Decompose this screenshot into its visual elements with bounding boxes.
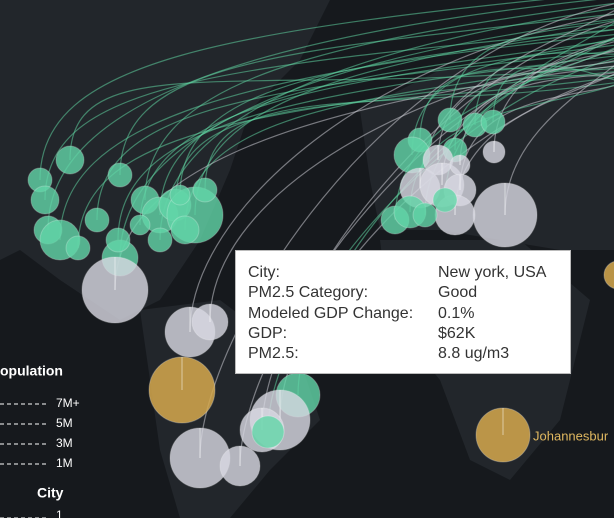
city-bubble [251, 415, 285, 449]
tooltip-row: Modeled GDP Change: 0.1% [248, 304, 558, 324]
tooltip-row: City: New york, USA [248, 263, 558, 283]
tooltip-label: City: [248, 264, 280, 281]
tooltip-value: 0.1% [438, 304, 475, 322]
tooltip-label: PM2.5: [248, 345, 299, 363]
legend-city-title: City [37, 485, 64, 501]
city-bubble [437, 107, 463, 133]
city-bubble [129, 214, 151, 236]
legend-cities: 1 [0, 508, 63, 518]
flow-arc [492, 65, 614, 123]
flow-arc [159, 39, 614, 216]
flow-arc [459, 84, 614, 191]
flow-arcs [39, 0, 614, 467]
city-bubble [432, 187, 458, 213]
tooltip-label: PM2.5 Category: [248, 284, 369, 302]
tooltip: City: New york, USA PM2.5 Category: Good Mod… [235, 250, 571, 374]
city-bubble [170, 215, 200, 245]
city-bubble [55, 145, 85, 175]
flow-arc [204, 82, 614, 191]
tooltip-row: PM2.5 Category: Good [248, 283, 558, 303]
flow-arc [179, 29, 614, 196]
city-bubble [105, 227, 131, 253]
legend-size-label: 5M [56, 416, 73, 430]
tooltip-label: Modeled GDP Change: [248, 304, 414, 322]
flow-arc [117, 55, 614, 241]
city-bubble [192, 177, 218, 203]
city-bubble [30, 185, 60, 215]
legend-size-label: 1M [56, 456, 73, 470]
tooltip-value: 8.8 ug/m3 [438, 345, 510, 363]
flow-arc [144, 2, 614, 201]
flow-arc [119, 13, 614, 176]
legend-title: opulation [0, 363, 63, 379]
city-bubble [169, 184, 191, 206]
flow-arc [209, 50, 614, 323]
tooltip-row: PM2.5: 8.8 ug/m3 [248, 344, 558, 364]
flow-arc [96, 50, 614, 221]
city-bubble [412, 202, 438, 228]
city-bubble [603, 261, 614, 289]
flow-arc [39, 0, 545, 181]
city-bubble [480, 109, 506, 135]
tooltip-value: Good [438, 284, 478, 302]
legend: opulation 7M+ 5M 3M 1M City 1 [0, 363, 80, 518]
tooltip-row: GDP: $62K [248, 324, 558, 344]
flow-arc [411, 37, 614, 156]
flow-arc [119, 18, 614, 259]
legend-size-label: 7M+ [56, 396, 80, 410]
legend-size-label: 3M [56, 436, 73, 450]
city-bubble [84, 207, 110, 233]
city-bubble [107, 162, 133, 188]
legend-city-label: 1 [56, 508, 63, 518]
legend-sizes: 7M+ 5M 3M 1M [0, 396, 80, 470]
flow-arc [449, 19, 614, 121]
city-bubbles [27, 107, 614, 489]
tooltip-label: GDP: [248, 324, 288, 342]
tooltip-value: $62K [438, 324, 476, 342]
tooltip-value: New york, USA [438, 264, 547, 281]
city-bubble [147, 227, 173, 253]
flow-arc [454, 74, 614, 151]
flow-arc [47, 0, 598, 231]
flow-arc [493, 37, 614, 153]
city-label: Johannesbur [533, 428, 609, 443]
city-bubble [65, 235, 91, 261]
flow-arc [69, 65, 614, 161]
